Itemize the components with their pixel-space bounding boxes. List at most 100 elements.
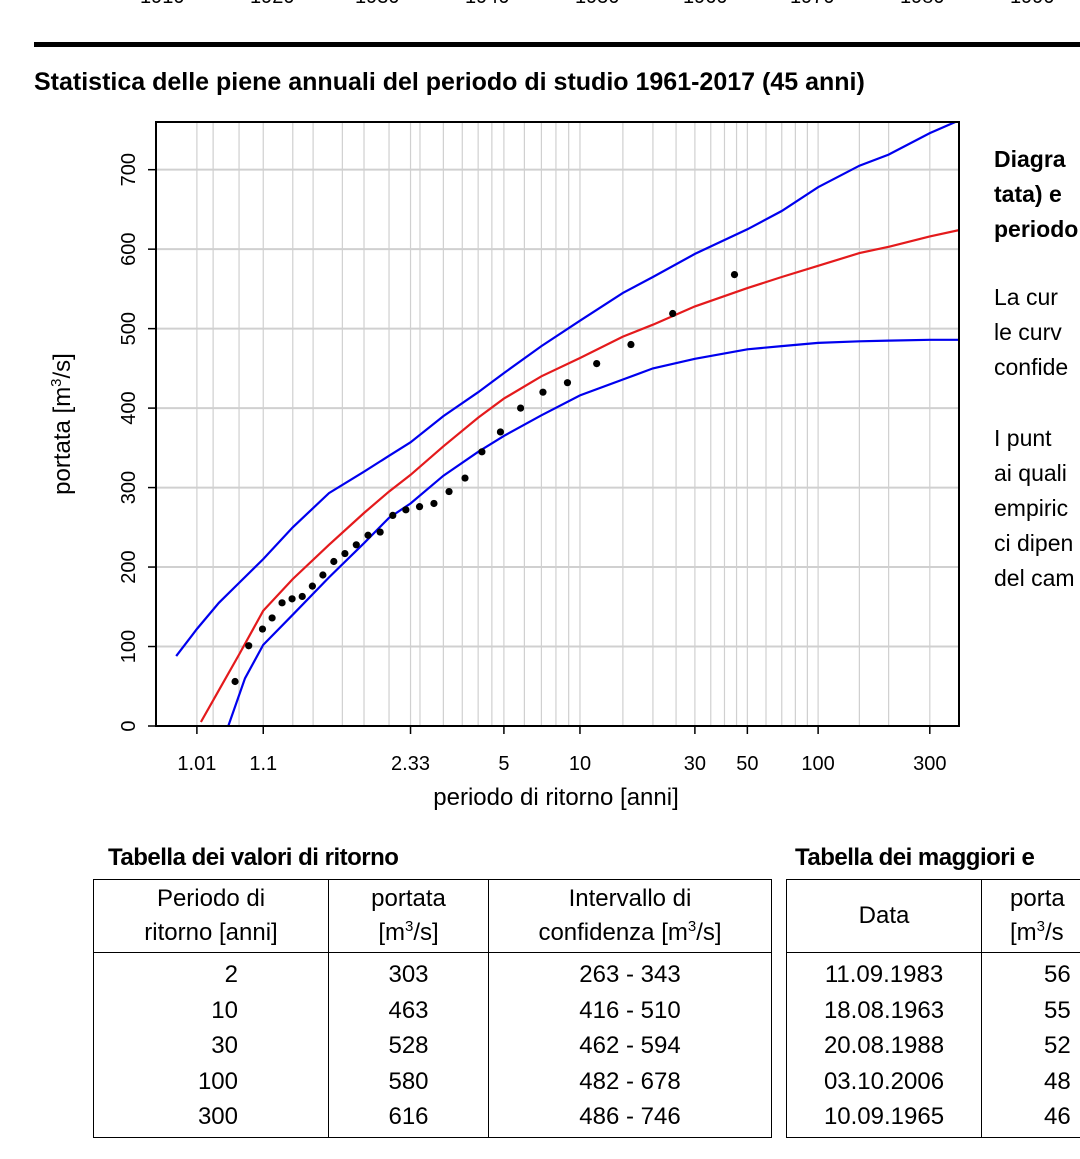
header-sup: 3 bbox=[1037, 918, 1045, 935]
cell-period: 30 bbox=[94, 1028, 329, 1064]
header-text: confidenza [m bbox=[538, 919, 687, 946]
y-axis-label-base: portata [m bbox=[49, 387, 76, 495]
data-point bbox=[564, 379, 571, 386]
x-tick-label: 1.01 bbox=[177, 753, 216, 775]
y-tick-label: 300 bbox=[118, 471, 140, 504]
side-text-line: empiric bbox=[994, 491, 1075, 526]
data-point bbox=[627, 341, 634, 348]
header-text: portata bbox=[371, 885, 446, 912]
side-heading-line: tata) e bbox=[994, 177, 1078, 212]
data-point bbox=[517, 405, 524, 412]
x-tick-label: 1.1 bbox=[249, 753, 277, 775]
side-heading-line: Diagra bbox=[994, 142, 1078, 177]
cell-period: 300 bbox=[94, 1099, 329, 1137]
y-axis-label-sup: 3 bbox=[48, 378, 65, 386]
side-text-line: ci dipen bbox=[994, 526, 1075, 561]
data-point bbox=[416, 503, 423, 510]
data-point bbox=[278, 599, 285, 606]
cell-date: 10.09.1965 bbox=[787, 1099, 982, 1137]
data-point bbox=[669, 310, 676, 317]
data-point bbox=[353, 541, 360, 548]
data-point bbox=[330, 558, 337, 565]
data-point bbox=[341, 550, 348, 557]
cell-interval: 263 - 343 bbox=[489, 953, 772, 993]
side-heading: Diagra tata) e periodo bbox=[994, 142, 1078, 247]
y-tick-label: 400 bbox=[118, 391, 140, 424]
header-date: Data bbox=[787, 880, 982, 953]
data-point bbox=[539, 389, 546, 396]
cell-date: 18.08.1963 bbox=[787, 993, 982, 1029]
cell-date: 20.08.1988 bbox=[787, 1028, 982, 1064]
data-point bbox=[259, 625, 266, 632]
cell-date: 11.09.1983 bbox=[787, 953, 982, 993]
confidence-band-line bbox=[176, 120, 959, 656]
data-point bbox=[402, 506, 409, 513]
grid-layer bbox=[156, 122, 959, 726]
cell-portata: 580 bbox=[329, 1064, 489, 1100]
cell-interval: 482 - 678 bbox=[489, 1064, 772, 1100]
data-point bbox=[593, 360, 600, 367]
data-point bbox=[245, 642, 252, 649]
y-tick-label: 700 bbox=[118, 153, 140, 186]
plot-frame bbox=[156, 122, 959, 726]
header-text: /s bbox=[1045, 919, 1064, 946]
y-tick-label: 200 bbox=[118, 550, 140, 583]
header-text: [m bbox=[1010, 919, 1037, 946]
side-text-line: La cur bbox=[994, 280, 1068, 315]
x-axis-label: periodo di ritorno [anni] bbox=[433, 784, 678, 811]
data-point bbox=[478, 448, 485, 455]
data-point bbox=[288, 595, 295, 602]
data-point bbox=[231, 678, 238, 685]
data-point bbox=[445, 488, 452, 495]
x-tick-label: 2.33 bbox=[391, 753, 430, 775]
data-point bbox=[269, 614, 276, 621]
cell-portata: 528 bbox=[329, 1028, 489, 1064]
header-portata: portata[m3/s] bbox=[329, 880, 489, 953]
cell-portata: 303 bbox=[329, 953, 489, 993]
side-text-line: ai quali bbox=[994, 456, 1075, 491]
y-axis-label-end: /s] bbox=[49, 353, 76, 378]
return-table-title: Tabella dei valori di ritorno bbox=[108, 844, 398, 872]
cell-portata: 52 bbox=[982, 1028, 1080, 1064]
x-tick-label: 50 bbox=[736, 753, 758, 775]
side-text-line: I punt bbox=[994, 421, 1075, 456]
cell-interval: 416 - 510 bbox=[489, 993, 772, 1029]
cell-portata: 56 bbox=[982, 953, 1080, 993]
cell-interval: 486 - 746 bbox=[489, 1099, 772, 1137]
header-sup: 3 bbox=[688, 918, 696, 935]
header-text: porta bbox=[1010, 885, 1065, 912]
side-text-line: del cam bbox=[994, 561, 1075, 596]
header-text: [m bbox=[378, 919, 405, 946]
table-header-row: Data porta [m3/s bbox=[787, 880, 1080, 953]
confidence-band-line bbox=[228, 340, 959, 726]
cell-portata: 48 bbox=[982, 1064, 1080, 1100]
cell-period: 100 bbox=[94, 1064, 329, 1100]
side-heading-line: periodo bbox=[994, 212, 1078, 247]
y-tick-label: 600 bbox=[118, 232, 140, 265]
x-tick-label: 100 bbox=[801, 753, 834, 775]
x-tick-label: 5 bbox=[498, 753, 509, 775]
cell-period: 2 bbox=[94, 953, 329, 993]
cell-period: 10 bbox=[94, 993, 329, 1029]
x-tick-label: 300 bbox=[913, 753, 946, 775]
cell-portata: 616 bbox=[329, 1099, 489, 1137]
x-tick-label: 30 bbox=[684, 753, 706, 775]
cell-portata: 46 bbox=[982, 1099, 1080, 1137]
side-paragraph-1: La cur le curv confide bbox=[994, 280, 1068, 385]
